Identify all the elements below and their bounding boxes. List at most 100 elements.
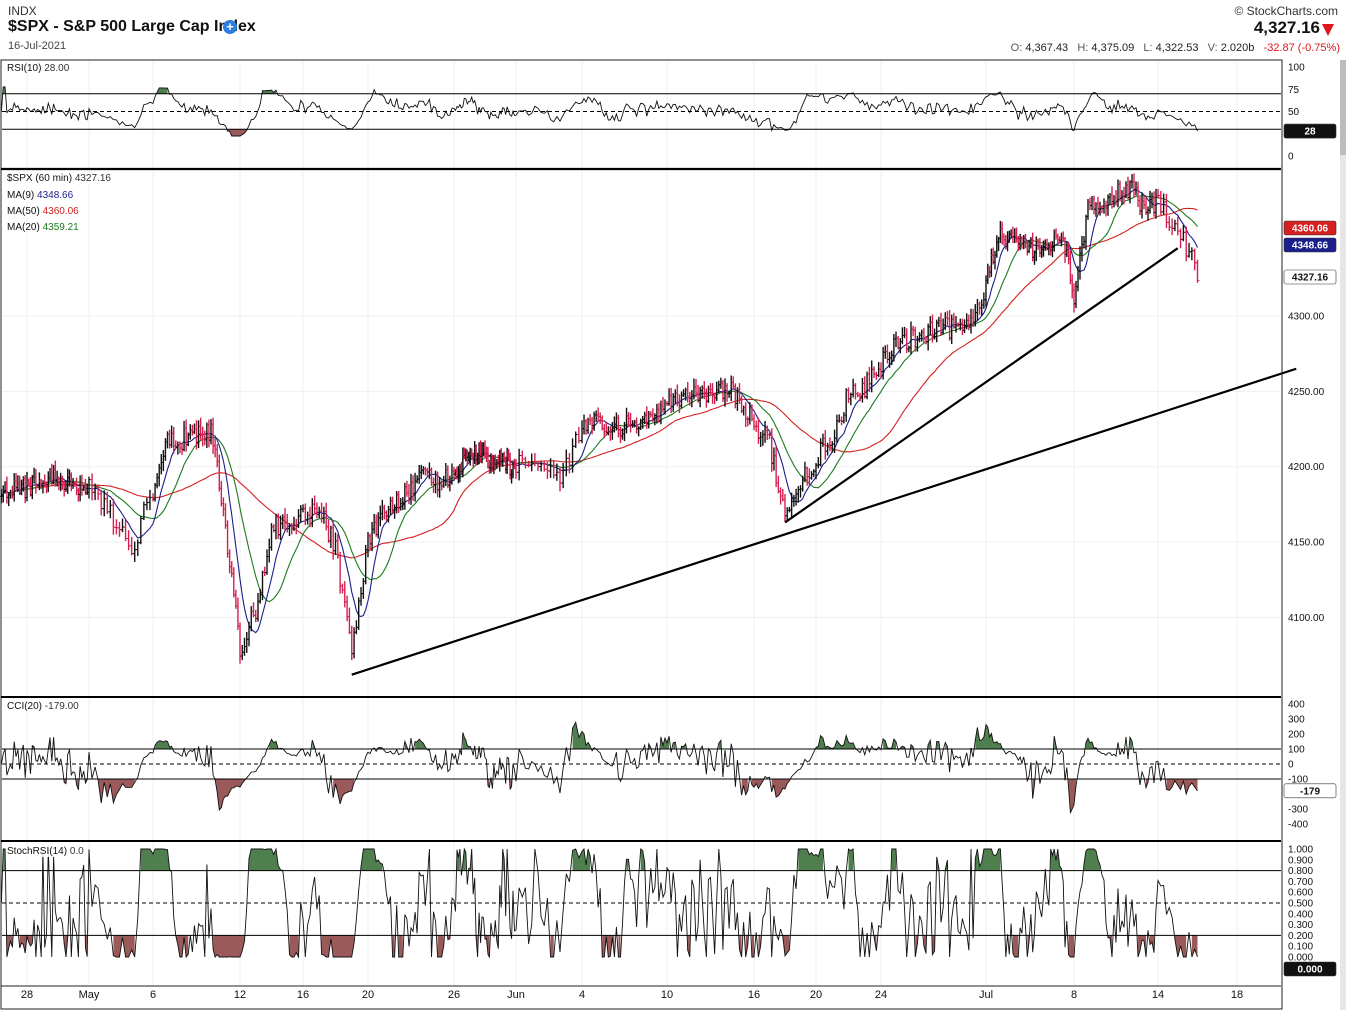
- volume-key: V:: [1207, 42, 1218, 54]
- high-value: 4,375.09: [1091, 42, 1135, 54]
- stochrsi-value: 0.0: [69, 846, 84, 857]
- last-price: 4,327.16: [1253, 18, 1320, 37]
- cci-name: CCI(20): [7, 701, 43, 712]
- x-tick: 16: [748, 989, 760, 1001]
- stochrsi-over-fill: [1084, 849, 1100, 871]
- exchange-label: INDX: [8, 4, 37, 18]
- panel-frames: [0, 59, 1283, 1010]
- stochrsi-under-fill: [392, 935, 395, 957]
- cci-under-fill: [1068, 779, 1076, 813]
- stochrsi-under-fill: [1012, 935, 1019, 957]
- info-icon[interactable]: +: [223, 20, 237, 34]
- stochrsi-tick: 0.000: [1288, 953, 1313, 964]
- x-tick: 28: [21, 989, 33, 1001]
- stochrsi-under-fill: [618, 935, 621, 957]
- cci-over-fill: [936, 741, 939, 749]
- stochrsi-under-fill: [289, 935, 299, 957]
- stochrsi-over-fill: [891, 849, 896, 871]
- ma20-name: MA(20): [7, 222, 40, 233]
- rsi-value: 28.00: [44, 63, 70, 74]
- down-arrow-icon: [1322, 24, 1334, 36]
- cci-tick: 400: [1288, 700, 1305, 711]
- price-name: $SPX (60 min): [7, 173, 73, 184]
- stochrsi-over-fill: [462, 849, 466, 871]
- x-tick: Jul: [979, 989, 993, 1001]
- ma9-legend: MA(9) 4348.66: [6, 190, 75, 201]
- ma50-value: 4360.06: [42, 206, 79, 217]
- stochrsi-tick: 1.000: [1288, 845, 1313, 856]
- chart-title: $SPX - S&P 500 Large Cap Index: [8, 18, 256, 35]
- stochrsi-tick: 0.900: [1288, 855, 1313, 866]
- x-tick: 6: [150, 989, 156, 1001]
- cci-over-fill: [928, 740, 931, 749]
- ma50-line: [0, 207, 1198, 559]
- cci-under-fill: [741, 779, 748, 796]
- last-price-badge-text: 4327.16: [1292, 273, 1329, 284]
- stochrsi-under-fill: [1150, 935, 1154, 953]
- cci-line: [0, 721, 1198, 815]
- stochrsi-over-fill: [249, 849, 283, 871]
- cci-over-fill: [883, 738, 896, 749]
- stochrsi-over-fill: [361, 849, 383, 871]
- x-tick: 20: [362, 989, 374, 1001]
- rsi-tick: 50: [1288, 107, 1300, 118]
- cci-over-fill: [673, 742, 676, 749]
- cci-badge: -179: [1283, 783, 1337, 799]
- cci-over-fill: [1086, 738, 1096, 749]
- x-tick: Jun: [507, 989, 525, 1001]
- cci-under-fill: [771, 779, 790, 798]
- stochrsi-under-fill: [1174, 935, 1187, 957]
- series-layer: [0, 86, 1198, 959]
- x-tick: 16: [297, 989, 309, 1001]
- x-tick: 12: [234, 989, 246, 1001]
- stochrsi-under-fill: [321, 935, 355, 957]
- stochrsi-under-fill: [602, 935, 615, 957]
- rsi-badge-text: 28: [1304, 127, 1316, 138]
- stochrsi-under-fill: [932, 935, 935, 955]
- cci-under-fill: [333, 779, 355, 804]
- x-tick: May: [79, 989, 100, 1001]
- stochrsi-under-fill: [739, 935, 742, 957]
- scrollbar-thumb[interactable]: [1340, 60, 1346, 155]
- cci-over-fill: [681, 743, 686, 749]
- cci-badge-box: [1283, 783, 1337, 799]
- cci-under-fill: [1166, 779, 1198, 794]
- price-bars: [0, 173, 1200, 664]
- cci-tick: -100: [1288, 775, 1308, 786]
- trendline-2: [784, 247, 1179, 524]
- rsi-badge: 28: [1283, 123, 1337, 139]
- ma9-value: 4348.66: [37, 190, 74, 201]
- stochrsi-under-fill: [923, 935, 926, 954]
- stochrsi-label: StochRSI(14) 0.0: [6, 846, 85, 857]
- outer-frame: [0, 59, 1283, 1010]
- stochrsi-badge: 0.000: [1283, 961, 1337, 977]
- stochrsi-over-fill: [1050, 849, 1062, 871]
- price-tick: 4200.00: [1288, 462, 1325, 473]
- ma9-badge-text: 4348.66: [1292, 241, 1329, 252]
- ma50-legend: MA(50) 4360.06: [6, 206, 80, 217]
- chart-date: 16-Jul-2021: [8, 40, 67, 52]
- rsi-label: RSI(10) 28.00: [6, 63, 71, 74]
- stochrsi-under-fill: [85, 935, 88, 957]
- scrollbar-track[interactable]: [1340, 60, 1346, 1010]
- trendlines: [351, 247, 1297, 676]
- x-tick: 8: [1071, 989, 1077, 1001]
- stochrsi-over-fill: [640, 849, 645, 871]
- ma9-line: [0, 189, 1198, 634]
- brand-label[interactable]: © StockCharts.com: [1234, 4, 1338, 18]
- price-bar: [1195, 259, 1200, 283]
- ma50-badge-text: 4360.06: [1292, 224, 1329, 235]
- stochrsi-under-fill: [758, 935, 761, 957]
- stochrsi-under-fill: [213, 935, 245, 957]
- price-value: 4327.16: [74, 173, 111, 184]
- stochrsi-tick: 0.800: [1288, 866, 1313, 877]
- ohlc-readout: O: 4,367.43 H: 4,375.09 L: 4,322.53 V: 2…: [1011, 42, 1340, 54]
- cci-value: -179.00: [44, 701, 79, 712]
- last-price-badge: 4327.16: [1283, 269, 1337, 285]
- ma50-badge: 4360.06: [1283, 220, 1337, 236]
- stochrsi-tick: 0.500: [1288, 899, 1313, 910]
- stochrsi-under-fill: [398, 935, 403, 957]
- x-tick: 4: [579, 989, 585, 1001]
- ma9-name: MA(9): [7, 190, 35, 201]
